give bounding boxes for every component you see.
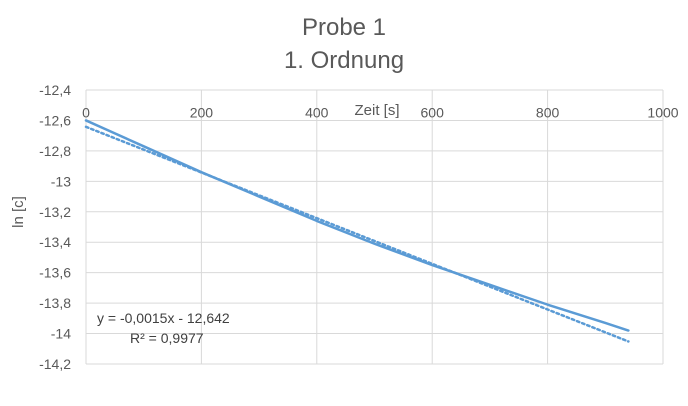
x-tick-label: 200 <box>190 104 214 120</box>
trendline <box>84 125 630 343</box>
x-tick-label: 400 <box>305 104 329 120</box>
y-tick-label: -13 <box>51 173 71 189</box>
x-tick-label: 0 <box>82 104 90 120</box>
y-axis-title: ln [c] <box>10 196 27 228</box>
series-line <box>84 119 630 332</box>
tick-layer: -12,4 -12,6 -12,8 -13 -13,2 -13,4 -13,6 -13,8 -1… <box>39 82 679 372</box>
x-tick-label: 800 <box>536 104 560 120</box>
y-tick-label: -12,4 <box>39 82 71 98</box>
y-tick-label: -13,4 <box>39 234 71 250</box>
series-layer <box>84 119 630 332</box>
y-tick-label: -14 <box>51 326 71 342</box>
chart-title: Probe 1 <box>302 14 386 41</box>
trendline-r-squared: R² = 0,9977 <box>130 330 204 346</box>
y-tick-label: -13,6 <box>39 265 71 281</box>
y-tick-label: -12,8 <box>39 143 71 159</box>
y-tick-label: -13,8 <box>39 295 71 311</box>
y-tick-label: -12,6 <box>39 112 71 128</box>
x-tick-label: 1000 <box>647 104 678 120</box>
x-axis-title: Zeit [s] <box>354 102 399 119</box>
chart-subtitle: 1. Ordnung <box>284 47 404 74</box>
y-tick-label: -13,2 <box>39 204 71 220</box>
y-tick-label: -14,2 <box>39 356 71 372</box>
x-tick-label: 600 <box>421 104 445 120</box>
trend-layer <box>84 125 630 343</box>
trendline-equation: y = -0,0015x - 12,642 <box>97 310 230 326</box>
